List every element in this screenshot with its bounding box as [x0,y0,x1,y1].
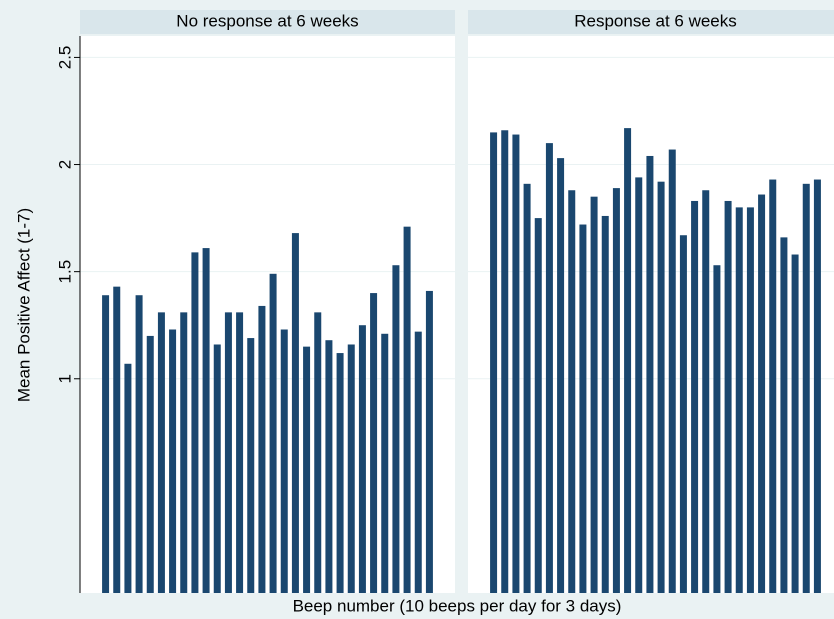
bar [280,329,288,593]
bar [224,312,232,593]
bar [791,254,799,593]
bar [735,207,743,593]
y-tick-label: 2.5 [55,46,74,70]
bar [568,190,576,593]
x-axis-label: Beep number (10 beeps per day for 3 days… [293,596,622,615]
bar [746,207,754,593]
bar [414,331,422,593]
bar [303,346,311,593]
panel-header [80,10,455,34]
bar [545,143,553,593]
bar [202,248,210,594]
bar [769,179,777,594]
bar [425,290,433,593]
bar [646,155,654,593]
bar [291,233,299,594]
bar [579,224,587,593]
bar [392,265,400,593]
bar [146,335,154,593]
bar [314,312,322,593]
bar [325,340,333,593]
panel-title: Response at 6 weeks [574,11,737,30]
bar [180,312,188,593]
bar [534,218,542,593]
bar [102,295,110,593]
panel-header [468,10,834,34]
bar [501,130,509,593]
bar [590,196,598,593]
bar [157,312,165,593]
bar [247,338,255,593]
bar [191,252,199,593]
bar [713,265,721,593]
bar [802,183,810,594]
bar [612,188,620,593]
bar [358,325,366,593]
bar [523,183,531,594]
bar [370,293,378,593]
bar [490,132,498,593]
bar [169,329,177,593]
bar [347,344,355,593]
bar [135,295,143,593]
y-tick-label: 1 [55,374,74,383]
bar [557,158,565,593]
bar [269,273,277,593]
bar [657,181,665,593]
bar [236,312,244,593]
bar [668,149,676,594]
bar [601,215,609,593]
bar [124,363,132,593]
bar [381,333,389,593]
bar [213,344,221,593]
bar [403,226,411,593]
bar [813,179,821,594]
y-tick-label: 2 [55,160,74,169]
bar [624,128,632,593]
bar [702,190,710,593]
bar [758,194,766,593]
bar [635,177,643,593]
bar [679,235,687,593]
panel-title: No response at 6 weeks [176,11,358,30]
y-tick-label: 1.5 [55,260,74,284]
bar [691,200,699,593]
bar [724,200,732,593]
bar [336,353,344,593]
bar [512,134,520,594]
bar [258,305,266,593]
bar [780,237,788,593]
y-axis-label: Mean Positive Affect (1-7) [14,208,33,402]
bar [113,286,121,593]
